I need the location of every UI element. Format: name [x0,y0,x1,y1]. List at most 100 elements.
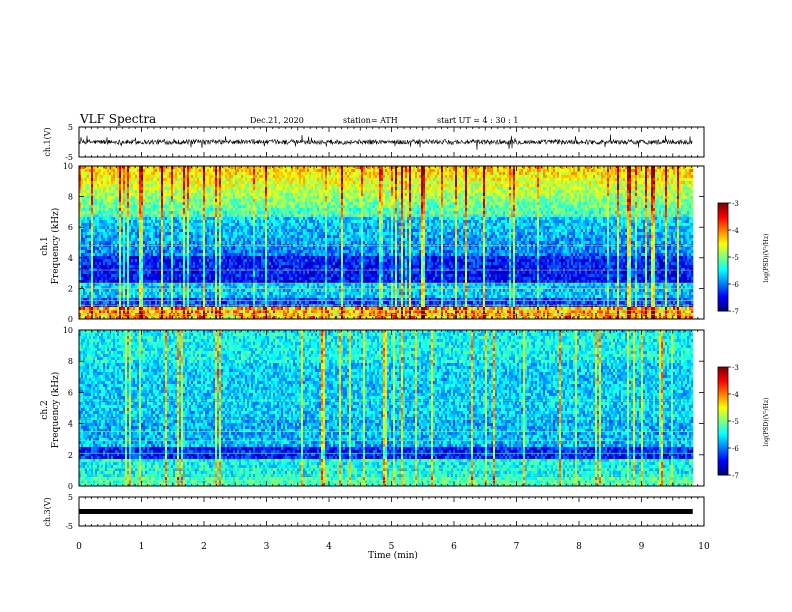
spectrogram-cell [187,226,190,230]
spectrogram-cell [99,262,102,266]
spectrogram-cell [163,217,166,221]
spectrogram-cell [93,226,96,230]
spectrogram-cell [235,268,238,272]
spectrogram-cell [191,172,194,176]
spectrogram-cell [231,289,234,293]
spectrogram-cell [159,190,162,194]
spectrogram-cell [97,265,100,269]
spectrogram-cell [141,166,144,170]
spectrogram-cell [161,205,164,209]
spectrogram-cell [153,286,156,290]
spectrogram-cell [171,280,174,284]
spectrogram-cell [167,190,170,194]
spectrogram-cell [81,238,84,242]
spectrogram-cell [95,175,98,179]
spectrogram-cell [219,235,222,239]
spectrogram-cell [133,196,136,200]
spectrogram-cell [183,184,186,188]
spectrogram-cell [245,268,248,272]
spectrogram-cell [185,271,188,275]
spectrogram-cell [237,208,240,212]
spectrogram-cell [99,205,102,209]
spectrogram-cell [83,271,86,275]
spectrogram-cell [85,193,88,197]
spectrogram-cell [103,277,106,281]
spectrogram-cell [129,283,132,287]
spectrogram-cell [199,202,202,206]
spectrogram-cell [149,175,152,179]
spectrogram-cell [191,286,194,290]
spectrogram-cell [257,310,260,314]
spectrogram-cell [241,235,244,239]
waveform-panel-ch1: 5-5 [65,123,705,162]
spectrogram-cell [207,172,210,176]
spectrogram-cell [85,199,88,203]
spectrogram-cell [99,286,102,290]
spectrogram-cell [169,199,172,203]
spectrogram-cell [195,283,198,287]
spectrogram-cell [223,256,226,260]
spectrogram-cell [113,184,116,188]
spectrogram-cell [91,166,94,170]
spectrogram-cell [107,280,110,284]
spectrogram-cell [157,199,160,203]
spectrogram-cell [105,217,108,221]
spectrogram-cell [91,289,94,293]
spectrogram-cell [149,286,152,290]
spectrogram-cell [183,196,186,200]
spectrogram-cell [119,235,122,239]
spectrogram-cell [249,220,252,224]
spectrogram-cell [139,253,142,257]
spectrogram-cell [137,172,140,176]
spectrogram-cell [105,298,108,302]
spectrogram-cell [141,250,144,254]
spectrogram-cell [185,268,188,272]
spectrogram-cell [85,208,88,212]
spectrogram-cell [135,190,138,194]
spectrogram-cell [161,208,164,212]
spectrogram-cell [227,298,230,302]
spectrogram-cell [99,220,102,224]
spectrogram-cell [115,280,118,284]
spectrogram-cell [81,199,84,203]
spectrogram-cell [161,199,164,203]
spectrogram-cell [209,283,212,287]
spectrogram-cell [145,175,148,179]
spectrogram-cell [109,280,112,284]
spectrogram-cell [235,229,238,233]
spectrogram-cell [165,202,168,206]
spectrogram-cell [243,316,246,320]
spectrogram-cell [215,235,218,239]
spectrogram-cell [139,184,142,188]
spectrogram-cell [229,292,232,296]
spectrogram-cell [237,310,240,314]
spectrogram-cell [261,295,264,299]
spectrogram-cell [253,196,256,200]
spectrogram-cell [93,181,96,185]
spectrogram-cell [223,316,226,320]
spectrogram-cell [197,289,200,293]
spectrogram-cell [115,304,118,308]
spectrogram-cell [203,295,206,299]
spectrogram-cell [215,301,218,305]
spectrogram-cell [125,196,128,200]
spectrogram-cell [141,292,144,296]
spectrogram-cell [159,208,162,212]
spectrogram-cell [201,193,204,197]
spectrogram-cell [153,235,156,239]
spectrogram-cell [179,289,182,293]
spectrogram-cell [139,274,142,278]
spectrogram-cell [177,175,180,179]
spectrogram-cell [177,169,180,173]
spectrogram-cell [243,283,246,287]
spectrogram-cell [173,175,176,179]
spectrogram-cell [247,223,250,227]
spectrogram-cell [119,256,122,260]
spectrogram-cell [251,268,254,272]
spectrogram-cell [133,190,136,194]
spectrogram-cell [115,178,118,182]
spectrogram-cell [83,268,86,272]
spectrogram-cell [79,181,82,185]
spectrogram-cell [103,214,106,218]
spectrogram-cell [255,241,258,245]
